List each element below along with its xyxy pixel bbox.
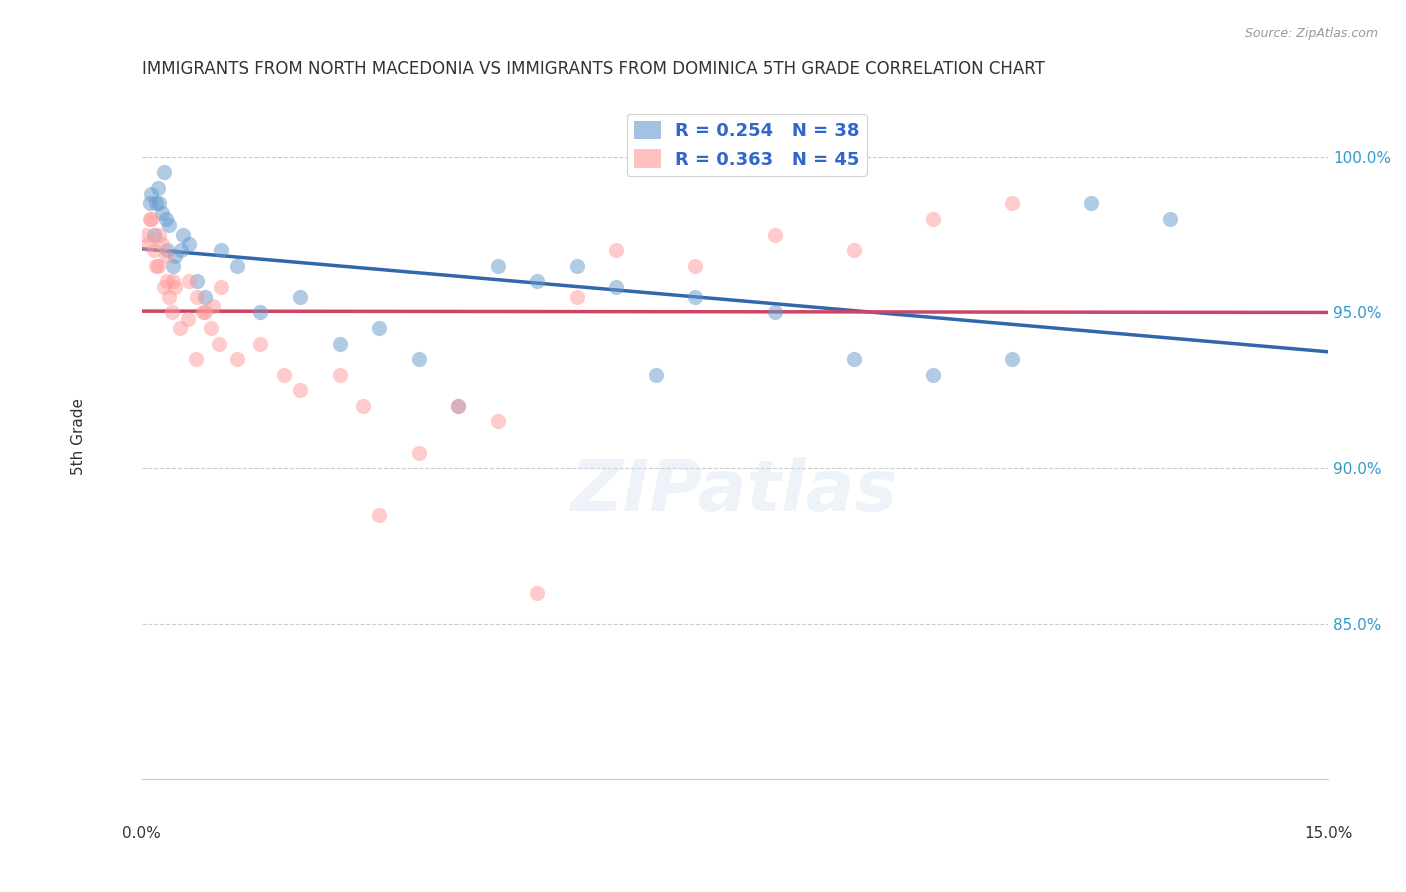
Point (447, 399, 470, 413)
Point (155, 212, 177, 227)
Text: 0.0%: 0.0% (122, 826, 162, 841)
Point (138, 212, 160, 227)
Point (159, 290, 181, 304)
Point (1159, 212, 1181, 227)
Point (447, 399, 470, 413)
Point (179, 236, 201, 251)
Point (209, 280, 232, 294)
Point (194, 305, 217, 319)
Point (1001, 352, 1024, 367)
Point (145, 259, 167, 273)
Point (186, 290, 208, 304)
Point (145, 196, 167, 211)
Point (138, 196, 160, 211)
Point (142, 227, 165, 242)
Y-axis label: 5th Grade: 5th Grade (72, 399, 86, 475)
Point (141, 212, 163, 227)
Point (644, 368, 666, 382)
Point (225, 259, 247, 273)
Point (328, 368, 350, 382)
Point (156, 243, 179, 257)
Point (763, 305, 786, 319)
Point (921, 212, 943, 227)
Point (153, 165, 176, 179)
Point (328, 336, 350, 351)
Point (163, 249, 186, 263)
Point (176, 311, 198, 326)
Point (288, 384, 311, 398)
Point (368, 508, 391, 522)
Point (162, 259, 184, 273)
Point (170, 243, 193, 257)
Legend: R = 0.254   N = 38, R = 0.363   N = 45: R = 0.254 N = 38, R = 0.363 N = 45 (627, 114, 868, 176)
Point (179, 274, 201, 288)
Point (146, 181, 169, 195)
Point (526, 585, 548, 599)
Point (162, 274, 184, 288)
Point (408, 352, 430, 367)
Point (408, 445, 430, 459)
Point (685, 290, 707, 304)
Point (273, 368, 295, 382)
Point (146, 259, 169, 273)
Point (486, 259, 509, 273)
Point (163, 280, 186, 294)
Point (148, 196, 170, 211)
Point (565, 259, 588, 273)
Point (605, 243, 627, 257)
Text: ZIPatlas: ZIPatlas (571, 458, 898, 526)
Text: IMMIGRANTS FROM NORTH MACEDONIA VS IMMIGRANTS FROM DOMINICA 5TH GRADE CORRELATIO: IMMIGRANTS FROM NORTH MACEDONIA VS IMMIG… (142, 60, 1045, 78)
Text: 15.0%: 15.0% (1303, 826, 1353, 841)
Point (184, 352, 207, 367)
Point (921, 368, 943, 382)
Point (150, 236, 173, 251)
Point (685, 259, 707, 273)
Point (155, 249, 177, 263)
Point (209, 243, 232, 257)
Point (1080, 196, 1102, 211)
Point (486, 414, 509, 428)
Point (153, 280, 176, 294)
Point (842, 243, 865, 257)
Point (142, 243, 165, 257)
Point (200, 321, 222, 335)
Point (186, 274, 208, 288)
Point (150, 206, 173, 220)
Point (352, 399, 374, 413)
Point (160, 305, 183, 319)
Text: Source: ZipAtlas.com: Source: ZipAtlas.com (1244, 27, 1378, 40)
Point (208, 336, 231, 351)
Point (136, 236, 159, 251)
Point (288, 290, 311, 304)
Point (201, 299, 224, 313)
Point (225, 352, 247, 367)
Point (605, 280, 627, 294)
Point (842, 352, 865, 367)
Point (565, 290, 588, 304)
Point (169, 321, 191, 335)
Point (172, 227, 194, 242)
Point (763, 227, 786, 242)
Point (194, 290, 217, 304)
Point (141, 187, 163, 202)
Point (1001, 196, 1024, 211)
Point (249, 305, 271, 319)
Point (156, 274, 179, 288)
Point (193, 305, 215, 319)
Point (148, 227, 170, 242)
Point (159, 218, 181, 232)
Point (135, 227, 157, 242)
Point (368, 321, 391, 335)
Point (249, 336, 271, 351)
Point (526, 274, 548, 288)
